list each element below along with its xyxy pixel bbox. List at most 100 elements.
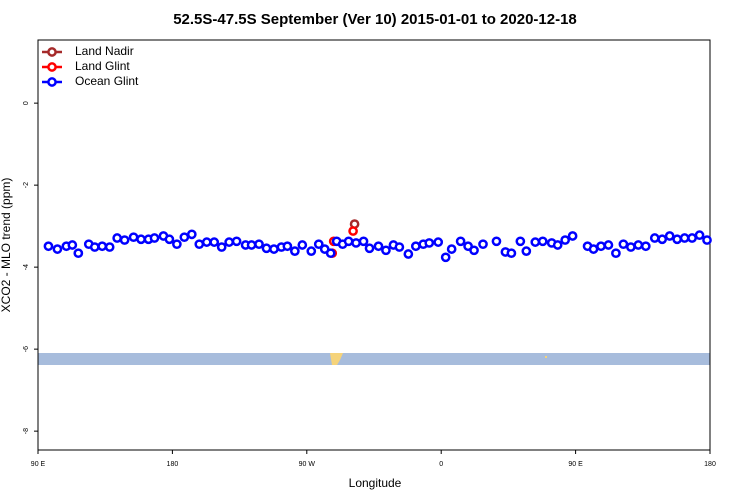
point bbox=[657, 234, 668, 245]
legend-marker bbox=[47, 62, 57, 72]
point bbox=[194, 239, 205, 250]
point bbox=[325, 248, 336, 259]
point bbox=[149, 233, 160, 243]
point bbox=[112, 233, 122, 243]
point bbox=[521, 246, 532, 256]
y-tick-label: -4 bbox=[23, 264, 30, 270]
point bbox=[410, 241, 421, 252]
point bbox=[381, 245, 391, 256]
point bbox=[261, 243, 272, 254]
ocean-strip bbox=[38, 353, 710, 365]
land-strip bbox=[545, 356, 547, 358]
x-tick-label: 90 E bbox=[568, 461, 583, 468]
point bbox=[104, 242, 115, 252]
point bbox=[209, 237, 220, 247]
point bbox=[73, 248, 84, 259]
x-tick-label: 0 bbox=[439, 461, 443, 468]
map-strip bbox=[38, 353, 710, 365]
point bbox=[119, 235, 130, 245]
legend-label: Ocean Glint bbox=[75, 74, 139, 88]
point bbox=[469, 245, 479, 256]
point bbox=[515, 236, 526, 247]
point bbox=[640, 241, 651, 252]
point bbox=[478, 239, 488, 250]
x-tick-label: 90 E bbox=[31, 461, 46, 468]
plot-frame bbox=[37, 39, 711, 451]
point bbox=[348, 226, 358, 236]
point bbox=[269, 244, 279, 254]
point bbox=[179, 232, 190, 243]
point bbox=[664, 231, 675, 241]
point bbox=[440, 252, 451, 263]
point bbox=[618, 239, 629, 250]
point bbox=[164, 234, 175, 245]
point bbox=[358, 236, 369, 247]
y-tick-label: -6 bbox=[23, 346, 30, 352]
point bbox=[89, 242, 100, 252]
point bbox=[297, 240, 308, 250]
point bbox=[201, 237, 212, 247]
point bbox=[172, 239, 182, 250]
point bbox=[313, 239, 324, 250]
legend-label: Land Glint bbox=[75, 59, 130, 73]
point bbox=[216, 242, 227, 252]
point bbox=[231, 236, 242, 247]
legend-marker bbox=[47, 47, 57, 57]
point bbox=[687, 233, 697, 243]
point bbox=[364, 243, 375, 254]
legend-marker bbox=[47, 77, 57, 87]
point bbox=[588, 244, 599, 254]
point bbox=[282, 241, 293, 252]
point bbox=[403, 249, 414, 259]
point bbox=[626, 242, 636, 252]
point bbox=[611, 248, 621, 259]
point bbox=[506, 248, 517, 259]
point bbox=[224, 237, 234, 247]
point bbox=[603, 240, 614, 250]
point bbox=[491, 236, 502, 247]
point bbox=[433, 237, 444, 247]
point bbox=[702, 235, 712, 245]
y-tick-label: 0 bbox=[23, 101, 30, 105]
point bbox=[455, 236, 466, 247]
point bbox=[649, 233, 660, 243]
chart-title: 52.5S-47.5S September (Ver 10) 2015-01-0… bbox=[173, 11, 577, 28]
point bbox=[633, 240, 644, 250]
x-tick-label: 180 bbox=[167, 461, 179, 468]
point bbox=[52, 244, 63, 254]
point bbox=[290, 246, 300, 256]
point bbox=[43, 241, 54, 252]
point bbox=[246, 240, 257, 250]
point bbox=[537, 236, 548, 247]
legend-label: Land Nadir bbox=[75, 44, 134, 58]
y-tick-label: -8 bbox=[23, 428, 30, 434]
point bbox=[306, 246, 317, 256]
point bbox=[373, 241, 384, 252]
point bbox=[128, 232, 139, 243]
point bbox=[67, 240, 78, 250]
y-tick-label: -2 bbox=[23, 182, 30, 188]
point bbox=[679, 233, 690, 243]
point bbox=[254, 239, 264, 250]
point bbox=[424, 238, 435, 248]
x-axis-label: Longitude bbox=[349, 476, 402, 490]
point bbox=[567, 231, 578, 241]
x-tick-label: 90 W bbox=[299, 461, 316, 468]
point bbox=[394, 242, 405, 252]
x-tick-label: 180 bbox=[704, 461, 716, 468]
y-axis-label: XCO2 - MLO trend (ppm) bbox=[0, 178, 13, 313]
point bbox=[186, 229, 197, 240]
point bbox=[552, 240, 563, 250]
point bbox=[530, 237, 541, 247]
land-strip bbox=[330, 353, 343, 365]
point bbox=[351, 238, 361, 248]
point bbox=[136, 234, 146, 245]
point bbox=[560, 235, 570, 245]
point bbox=[343, 236, 354, 247]
point bbox=[694, 230, 705, 241]
point bbox=[446, 244, 457, 254]
point bbox=[672, 234, 682, 245]
point bbox=[97, 241, 108, 252]
point bbox=[596, 241, 606, 252]
